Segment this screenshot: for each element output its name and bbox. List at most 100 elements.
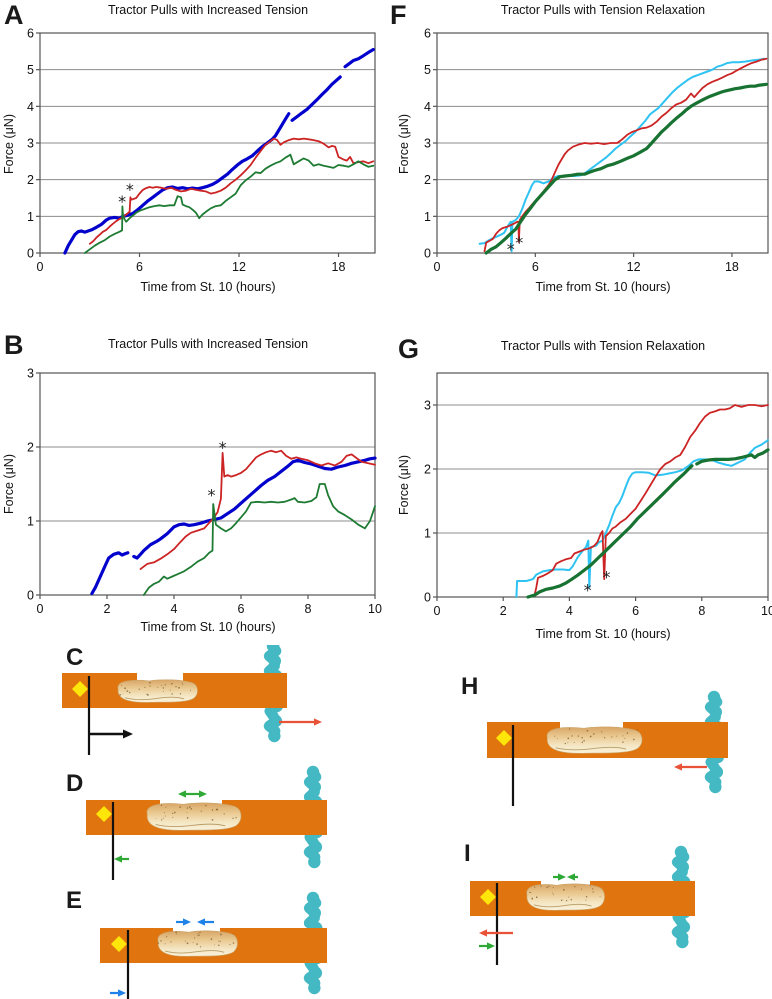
series-dark-green-line (526, 448, 770, 599)
x-tick-label: 0 (37, 260, 44, 274)
x-tick-label: 0 (434, 260, 441, 274)
x-tick-label: 12 (627, 260, 641, 274)
series-blue-line (63, 47, 375, 255)
chart-f-xaxis-title: Time from St. 10 (hours) (535, 280, 671, 294)
chart-b-xaxis-title: Time from St. 10 (hours) (140, 620, 276, 634)
series-red-line (483, 57, 768, 253)
asterisk-marker: * (219, 438, 227, 457)
explant-blob (546, 726, 643, 754)
series-blue-line (90, 456, 377, 596)
explant-seam (555, 746, 627, 751)
sled-right-block (183, 673, 287, 708)
chart-f-title: Tractor Pulls with Tension Relaxation (500, 3, 706, 17)
x-tick-label: 0 (434, 604, 441, 618)
series-cyan-line (478, 57, 766, 253)
x-tick-label: 6 (136, 260, 143, 274)
chart-b-title: Tractor Pulls with Increased Tension (107, 337, 309, 351)
x-tick-label: 2 (104, 602, 111, 616)
explant-seam (165, 950, 225, 954)
y-tick-label: 6 (27, 27, 34, 41)
y-tick-label: 5 (27, 63, 34, 77)
arrow-head (674, 763, 682, 771)
arrow-head (487, 942, 495, 950)
y-tick-label: 0 (424, 591, 431, 605)
x-tick-label: 2 (500, 604, 507, 618)
diagram-panel-c (62, 645, 322, 755)
y-tick-label: 3 (27, 137, 34, 151)
plot-frame (39, 372, 376, 596)
chart-b-plot: 0 1 2 3 0 2 4 6 8 10 * * (27, 367, 382, 617)
y-tick-label: 1 (424, 210, 431, 224)
x-tick-label: 18 (725, 260, 739, 274)
explant-seam (533, 903, 592, 908)
panel-label-i: I (464, 840, 471, 867)
panel-label-b: B (4, 330, 24, 360)
asterisk-marker: * (602, 568, 610, 587)
x-tick-label: 10 (368, 602, 382, 616)
x-tick-label: 6 (632, 604, 639, 618)
y-tick-label: 2 (27, 173, 34, 187)
arrow-head (314, 718, 322, 726)
chart-a-xaxis-title: Time from St. 10 (hours) (140, 280, 276, 294)
chart-g-title: Tractor Pulls with Tension Relaxation (500, 339, 706, 353)
y-tick-label: 1 (424, 527, 431, 541)
arrow-head (567, 873, 575, 881)
y-tick-label: 4 (27, 100, 34, 114)
x-tick-label: 6 (532, 260, 539, 274)
arrow-head (199, 790, 207, 798)
explant-seam (155, 823, 226, 828)
y-tick-label: 0 (424, 247, 431, 261)
asterisk-marker: * (208, 485, 216, 504)
y-tick-label: 1 (27, 210, 34, 224)
chart-a-title: Tractor Pulls with Increased Tension (107, 3, 309, 17)
fiducial-diamond (96, 806, 112, 822)
y-tick-label: 3 (27, 367, 34, 381)
x-tick-label: 18 (332, 260, 346, 274)
y-tick-label: 2 (27, 441, 34, 455)
diagram-panel-e (100, 891, 327, 999)
x-tick-label: 8 (305, 602, 312, 616)
panel-label-d: D (66, 770, 84, 797)
panel-label-c: C (66, 644, 84, 671)
series-green-line (83, 153, 375, 254)
x-tick-label: 0 (37, 602, 44, 616)
arrow-head (183, 918, 191, 926)
panel-label-g: G (398, 334, 420, 364)
arrow-head (118, 989, 126, 997)
series-red-line (88, 137, 375, 245)
arrow-head (114, 855, 122, 863)
asterisk-marker: * (515, 233, 523, 252)
y-tick-label: 4 (424, 100, 431, 114)
fiducial-diamond (111, 936, 127, 952)
sled-right-block (590, 881, 695, 916)
chart-g-xaxis-title: Time from St. 10 (hours) (535, 627, 671, 641)
y-tick-label: 5 (424, 63, 431, 77)
y-tick-label: 1 (27, 515, 34, 529)
diagram-panel-i (470, 845, 695, 965)
y-tick-label: 6 (424, 27, 431, 41)
panel-label-a: A (4, 0, 24, 30)
panel-label-f: F (390, 0, 407, 30)
series-green-line (142, 483, 376, 596)
y-tick-label: 0 (27, 589, 34, 603)
asterisk-marker: * (126, 180, 134, 199)
diagram-panel-h (487, 690, 728, 806)
x-tick-label: 4 (566, 604, 573, 618)
x-tick-label: 4 (171, 602, 178, 616)
explant-blob (117, 679, 198, 703)
y-tick-label: 0 (27, 247, 34, 261)
sled-right-block (220, 928, 327, 963)
explant-blob (146, 802, 242, 831)
x-tick-label: 10 (761, 604, 772, 618)
series-dark-green-line (484, 82, 768, 255)
series-red-line (533, 404, 769, 596)
y-tick-label: 3 (424, 137, 431, 151)
x-tick-label: 12 (232, 260, 246, 274)
plot-frame (436, 372, 769, 598)
experiment-diagrams (62, 645, 728, 999)
arrow-head (558, 873, 566, 881)
asterisk-marker: * (507, 240, 515, 259)
fiducial-diamond (72, 681, 88, 697)
arrow-head (123, 729, 133, 739)
